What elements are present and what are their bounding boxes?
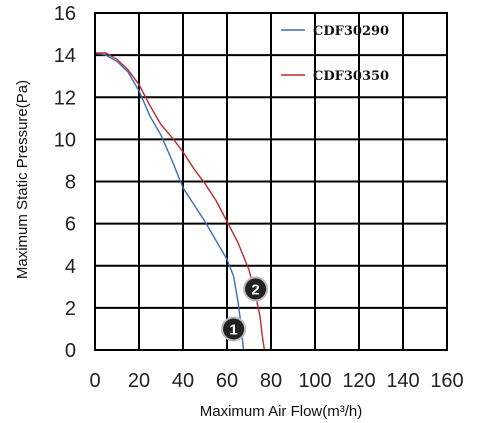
x-axis-title: Maximum Air Flow(m³/h) xyxy=(200,403,363,420)
y-tick-labels: 0 2 4 6 8 10 12 14 16 xyxy=(54,3,76,362)
y-tick-label-8: 16 xyxy=(54,3,76,25)
y-tick-label-0: 0 xyxy=(65,340,76,362)
y-tick-label-6: 12 xyxy=(54,87,76,109)
y-tick-label-2: 4 xyxy=(65,256,76,278)
legend-label-CDF30290: CDF30290 xyxy=(313,24,389,39)
legend: CDF30290 CDF30350 xyxy=(281,24,389,84)
grid xyxy=(94,12,448,351)
y-tick-label-7: 14 xyxy=(54,45,76,67)
x-tick-label-0: 0 xyxy=(89,370,100,392)
y-tick-label-1: 2 xyxy=(65,298,76,320)
y-tick-label-3: 6 xyxy=(65,214,76,236)
curve-markers: 12 xyxy=(221,276,269,342)
marker-label-1: 1 xyxy=(229,321,237,338)
x-tick-label-8: 160 xyxy=(430,370,463,392)
y-tick-label-5: 10 xyxy=(54,129,76,151)
x-tick-label-3: 60 xyxy=(216,370,238,392)
marker-label-2: 2 xyxy=(251,281,259,298)
x-tick-label-2: 40 xyxy=(172,370,194,392)
x-tick-label-4: 80 xyxy=(260,370,282,392)
x-tick-labels: 0 20 40 60 80 100 120 140 160 xyxy=(89,370,463,392)
x-tick-label-1: 20 xyxy=(128,370,150,392)
series-line-CDF30290 xyxy=(94,52,245,351)
y-axis-title: Maximum Static Pressure(Pa) xyxy=(14,80,31,279)
x-tick-label-5: 100 xyxy=(298,370,331,392)
y-tick-label-4: 8 xyxy=(65,172,76,194)
legend-label-CDF30350: CDF30350 xyxy=(313,69,389,84)
plot-border xyxy=(94,12,448,351)
x-tick-label-6: 120 xyxy=(342,370,375,392)
marker-circle-2 xyxy=(243,276,269,302)
marker-circle-1 xyxy=(221,316,247,342)
x-tick-label-7: 140 xyxy=(386,370,419,392)
